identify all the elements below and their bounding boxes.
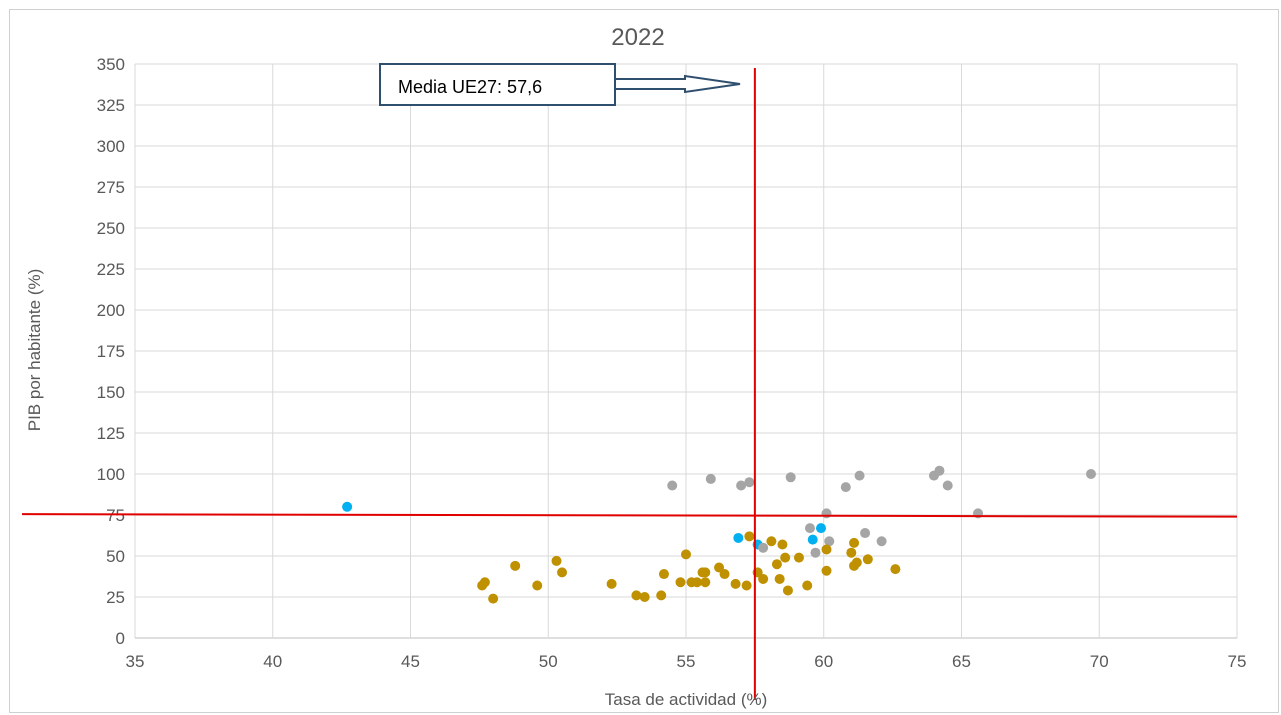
data-point — [532, 580, 543, 591]
data-point — [802, 580, 813, 591]
x-tick-label: 75 — [1228, 652, 1247, 671]
data-point — [862, 554, 873, 565]
y-tick-label: 200 — [97, 301, 125, 320]
x-axis-title: Tasa de actividad (%) — [605, 690, 768, 709]
data-point — [851, 557, 862, 568]
data-point — [854, 470, 865, 481]
data-point — [342, 501, 353, 512]
data-point — [639, 592, 650, 602]
data-points — [342, 465, 1096, 604]
y-tick-label: 225 — [97, 260, 125, 279]
data-point — [824, 536, 835, 547]
data-point — [840, 482, 851, 493]
data-point — [821, 544, 832, 555]
y-tick-label: 250 — [97, 219, 125, 238]
data-point — [1085, 469, 1096, 479]
y-tick-label: 0 — [116, 629, 125, 648]
x-tick-label: 55 — [677, 652, 696, 671]
y-tick-label: 100 — [97, 465, 125, 484]
eu-mean-horizontal-line — [21, 513, 1238, 518]
data-point — [821, 565, 832, 576]
data-point — [942, 480, 953, 491]
data-point — [934, 465, 945, 476]
data-point — [488, 593, 499, 604]
data-point — [692, 577, 703, 588]
data-point — [758, 542, 769, 553]
data-point — [846, 547, 857, 558]
data-point — [656, 590, 667, 601]
data-point — [733, 532, 744, 543]
data-point — [606, 578, 617, 589]
data-point — [736, 480, 747, 491]
chart-title: 2022 — [611, 24, 664, 51]
axes: 0 25 50 75 100 125 150 175 200 225 250 275 300 325 350… — [97, 55, 1247, 671]
data-point — [807, 534, 818, 545]
data-point — [700, 567, 711, 578]
data-point — [730, 578, 741, 589]
reference-lines — [21, 68, 1238, 700]
data-point — [890, 564, 901, 575]
data-point — [479, 577, 490, 588]
data-point — [793, 552, 804, 563]
data-point — [719, 569, 730, 580]
data-point — [785, 472, 796, 483]
data-point — [782, 585, 793, 596]
data-point — [557, 567, 568, 578]
data-point — [766, 536, 777, 547]
x-tick-label: 50 — [539, 652, 558, 671]
x-tick-label: 40 — [263, 652, 282, 671]
y-tick-label: 125 — [97, 424, 125, 443]
data-point — [631, 590, 642, 601]
y-tick-label: 75 — [106, 506, 125, 525]
y-tick-label: 275 — [97, 178, 125, 197]
chart-frame — [9, 9, 1279, 713]
annotation-arrow — [614, 74, 741, 94]
data-point — [810, 547, 821, 558]
y-tick-label: 350 — [97, 55, 125, 74]
data-point — [774, 573, 785, 584]
x-tick-label: 35 — [126, 652, 145, 671]
data-point — [741, 580, 752, 591]
data-point — [744, 477, 755, 488]
y-tick-label: 50 — [106, 547, 125, 566]
data-point — [667, 480, 678, 491]
data-point — [714, 562, 725, 573]
data-point — [876, 536, 887, 547]
y-tick-label: 25 — [106, 588, 125, 607]
y-tick-label: 300 — [97, 137, 125, 156]
annotation: Media UE27: 57,6 — [379, 63, 741, 106]
x-tick-label: 65 — [952, 652, 971, 671]
annotation-text: Media UE27: 57,6 — [398, 77, 542, 97]
data-point — [780, 552, 791, 563]
annotation-box — [379, 63, 616, 106]
y-tick-label: 150 — [97, 383, 125, 402]
data-point — [510, 560, 521, 571]
data-point — [860, 528, 871, 539]
x-tick-label: 70 — [1090, 652, 1109, 671]
x-tick-label: 45 — [401, 652, 420, 671]
data-point — [705, 473, 716, 484]
x-tick-label: 60 — [814, 652, 833, 671]
y-tick-label: 175 — [97, 342, 125, 361]
data-point — [771, 559, 782, 570]
data-point — [821, 508, 832, 519]
data-point — [758, 573, 769, 584]
data-point — [815, 523, 826, 534]
data-point — [700, 577, 711, 588]
data-point — [849, 537, 860, 548]
data-point — [551, 555, 562, 566]
data-point — [675, 577, 686, 588]
data-point — [681, 549, 691, 560]
data-point — [744, 531, 755, 542]
data-point — [777, 539, 788, 550]
y-axis-title: PIB por habitante (%) — [25, 269, 44, 432]
grid — [134, 63, 1238, 639]
y-tick-label: 325 — [97, 96, 125, 115]
data-point — [804, 523, 815, 534]
data-point — [658, 569, 669, 580]
